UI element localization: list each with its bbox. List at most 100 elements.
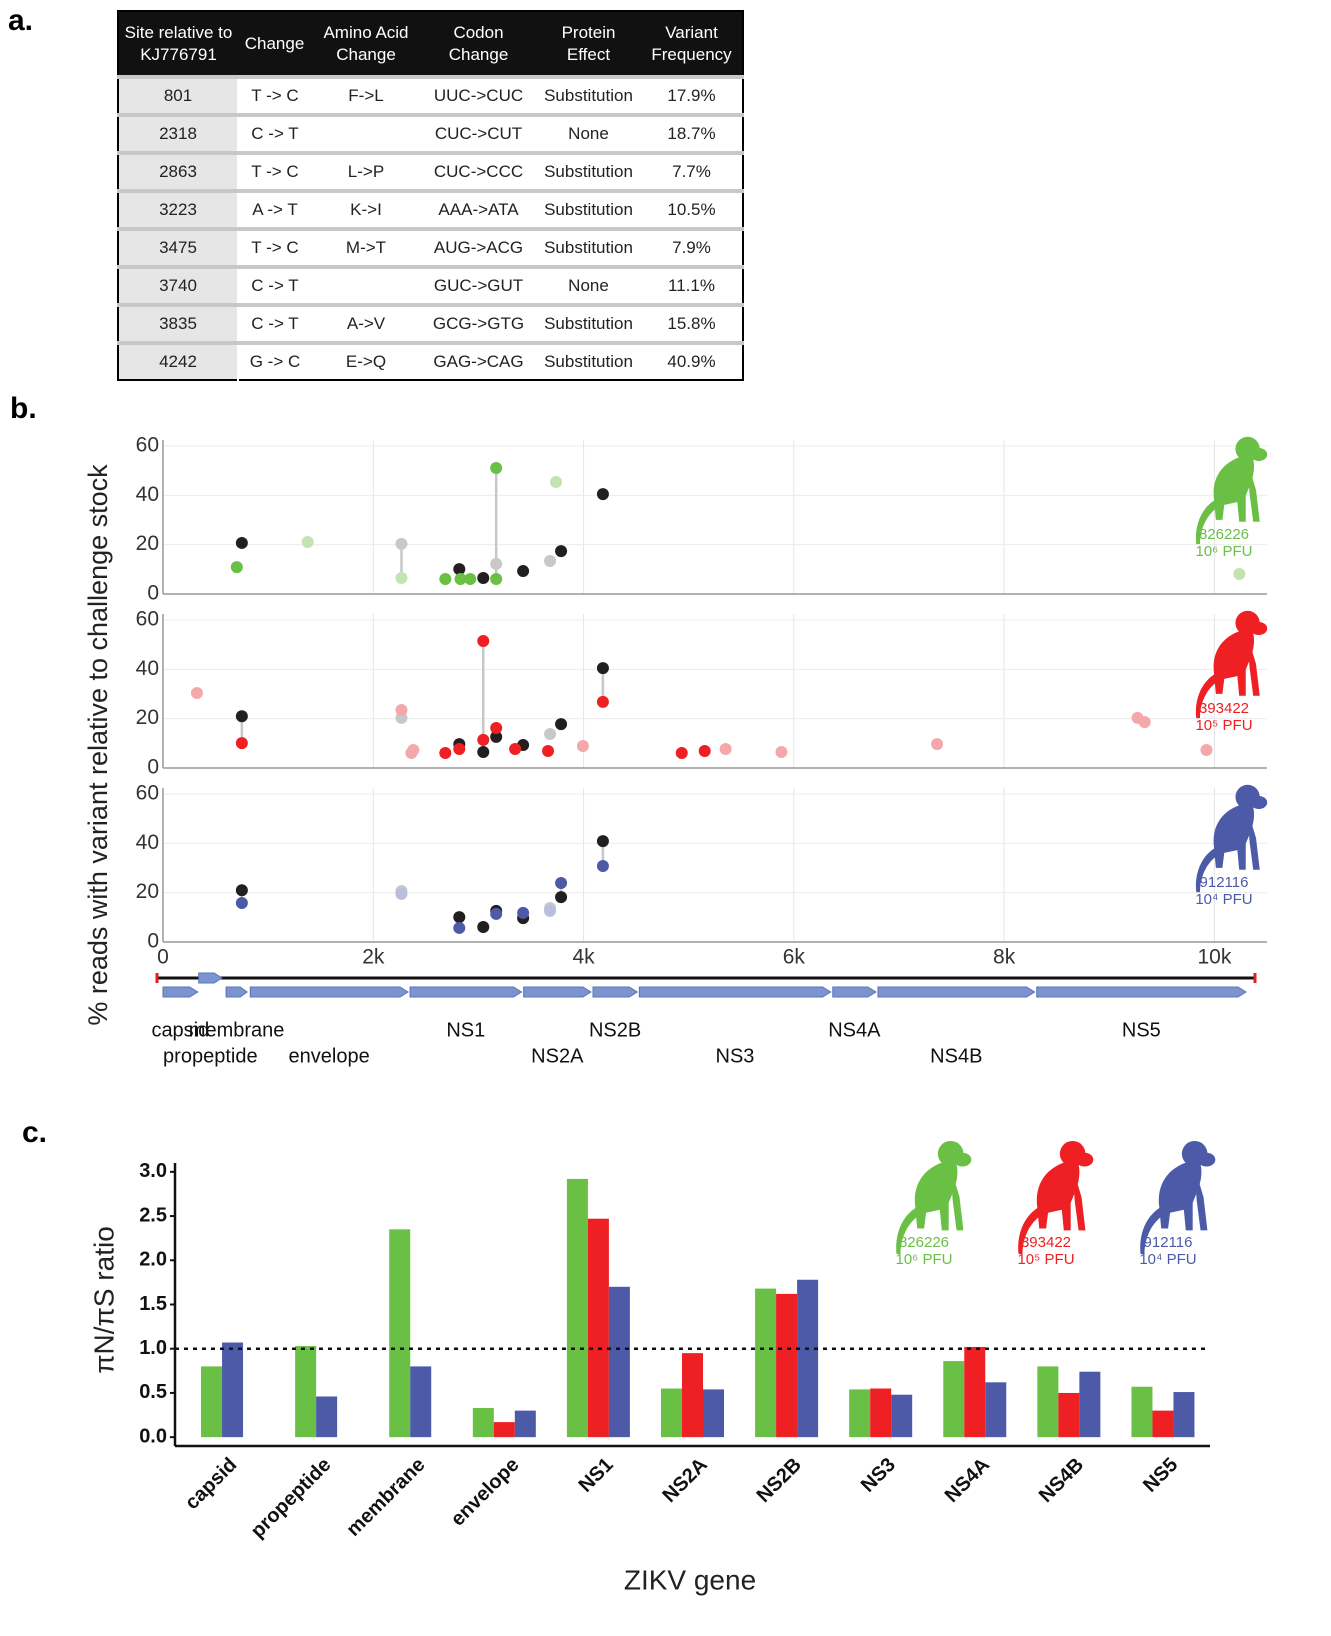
bar: [1131, 1387, 1152, 1437]
x-tick-label: NS4B: [1035, 1454, 1088, 1507]
data-point: [302, 536, 314, 548]
animal-id: 393422: [1021, 1234, 1071, 1251]
gene-label: NS4A: [828, 1019, 881, 1041]
data-point: [464, 573, 476, 585]
table-cell: 3835: [118, 305, 238, 343]
gene-arrow: [639, 987, 830, 997]
animal-id: 826226: [1199, 526, 1249, 543]
data-point: [555, 877, 567, 889]
column-header: Protein Effect: [536, 11, 641, 77]
table-cell: 4242: [118, 343, 238, 380]
y-axis-label: πN/πS ratio: [88, 1226, 119, 1374]
data-point: [231, 561, 243, 573]
table-cell: 10.5%: [641, 191, 743, 229]
table-cell: AUG->ACG: [421, 229, 536, 267]
table-cell: Substitution: [536, 191, 641, 229]
data-point: [597, 860, 609, 872]
x-tick-label: capsid: [181, 1454, 241, 1514]
gene-label: NS1: [446, 1019, 485, 1041]
x-tick-label: membrane: [342, 1454, 429, 1541]
table-cell: Substitution: [536, 153, 641, 191]
table-cell: CUC->CCC: [421, 153, 536, 191]
x-tick-label: NS2A: [658, 1454, 711, 1507]
data-point: [236, 884, 248, 896]
bar: [567, 1179, 588, 1437]
x-tick-label: 10k: [1197, 946, 1231, 969]
animal-dose: 10⁶ PFU: [1195, 543, 1252, 560]
x-tick-label: 6k: [783, 946, 806, 969]
bar: [389, 1229, 410, 1437]
animal-id: 912116: [1200, 874, 1249, 891]
y-tick-label: 60: [136, 434, 159, 457]
table-cell: T -> C: [238, 153, 311, 191]
table-cell: F->L: [311, 77, 421, 115]
y-tick-label: 20: [136, 880, 159, 903]
gene-label: propeptide: [163, 1045, 258, 1067]
table-cell: None: [536, 115, 641, 153]
table-cell: 3475: [118, 229, 238, 267]
data-point: [544, 728, 556, 740]
data-point: [407, 744, 419, 756]
bar: [609, 1287, 630, 1437]
table-cell: Substitution: [536, 77, 641, 115]
table-cell: M->T: [311, 229, 421, 267]
panel-label: a.: [8, 4, 33, 37]
data-point: [477, 572, 489, 584]
bar: [891, 1395, 912, 1437]
data-point: [597, 488, 609, 500]
data-point: [236, 737, 248, 749]
x-tick-label: propeptide: [247, 1454, 336, 1543]
bar: [776, 1294, 797, 1437]
x-tick-label: 8k: [993, 946, 1016, 969]
y-tick-label: 0.5: [139, 1381, 167, 1403]
column-header: Site relative to KJ776791: [118, 11, 238, 77]
gene-arrow: [524, 987, 591, 997]
data-point: [699, 745, 711, 757]
table-row: 3475T -> CM->TAUG->ACGSubstitution7.9%: [118, 229, 743, 267]
data-point: [550, 476, 562, 488]
data-point: [542, 745, 554, 757]
y-tick-label: 40: [136, 657, 159, 680]
table-cell: C -> T: [238, 305, 311, 343]
table-cell: 17.9%: [641, 77, 743, 115]
table-cell: K->I: [311, 191, 421, 229]
y-tick-label: 20: [136, 532, 159, 555]
data-point: [439, 747, 451, 759]
animal-dose: 10⁵ PFU: [1195, 717, 1252, 734]
table-cell: E->Q: [311, 343, 421, 380]
bar: [201, 1366, 222, 1437]
table-cell: T -> C: [238, 77, 311, 115]
table-cell: GCG->GTG: [421, 305, 536, 343]
y-tick-label: 2.0: [139, 1249, 167, 1271]
bar: [985, 1382, 1006, 1437]
bar: [661, 1389, 682, 1438]
table-cell: A -> T: [238, 191, 311, 229]
y-tick-label: 60: [136, 608, 159, 631]
table-cell: GAG->CAG: [421, 343, 536, 380]
gene-label: NS2B: [589, 1019, 641, 1041]
table-cell: AAA->ATA: [421, 191, 536, 229]
data-point: [490, 573, 502, 585]
bar: [1037, 1366, 1058, 1437]
table-cell: 40.9%: [641, 343, 743, 380]
data-point: [555, 718, 567, 730]
gene-label: NS5: [1122, 1019, 1161, 1041]
gene-arrow: [410, 987, 521, 997]
bar: [797, 1280, 818, 1437]
data-point: [931, 738, 943, 750]
gene-label: envelope: [289, 1045, 370, 1067]
x-tick-label: NS5: [1139, 1454, 1182, 1497]
table-row: 2863T -> CL->PCUC->CCCSubstitution7.7%: [118, 153, 743, 191]
gene-label: NS3: [716, 1045, 755, 1067]
bar: [1079, 1372, 1100, 1437]
table-cell: 2318: [118, 115, 238, 153]
bar: [703, 1389, 724, 1437]
panel-label: b.: [10, 392, 37, 425]
gene-arrow: [226, 987, 247, 997]
column-header: Change: [238, 11, 311, 77]
bar: [1173, 1392, 1194, 1437]
data-point: [395, 888, 407, 900]
table-cell: C -> T: [238, 115, 311, 153]
